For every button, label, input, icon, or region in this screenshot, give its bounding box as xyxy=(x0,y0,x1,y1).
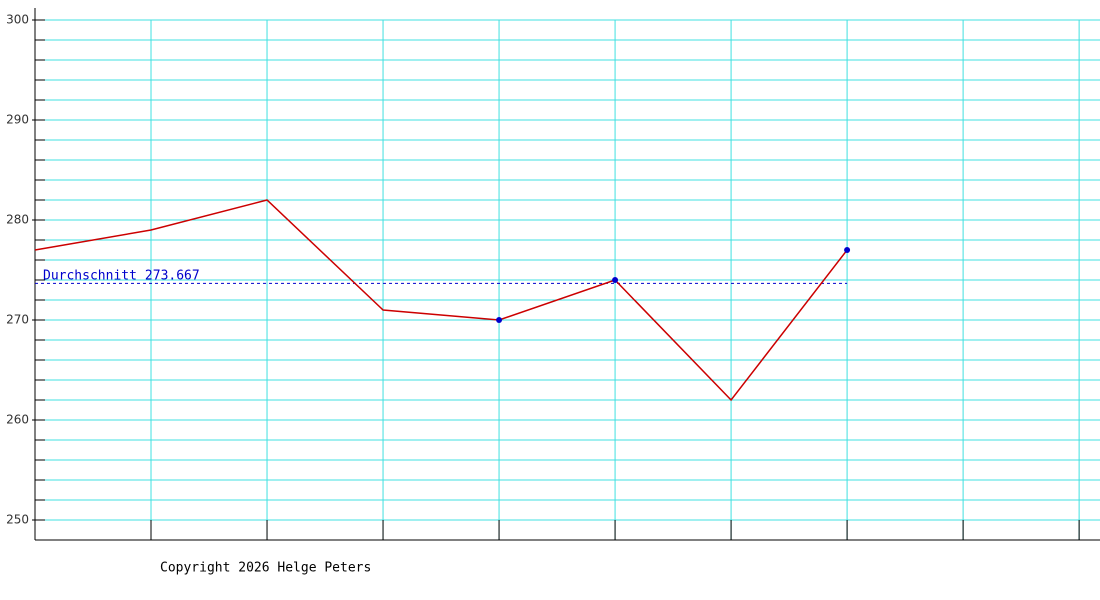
y-tick-label: 290 xyxy=(6,113,29,127)
point-marker xyxy=(496,317,503,323)
average-value: 273.667 xyxy=(145,268,200,283)
average-label-text: Durchschnitt xyxy=(43,268,137,283)
footer: Copyright 2026 Helge Peters xyxy=(160,561,371,576)
point-marker xyxy=(844,247,851,253)
y-tick-label: 250 xyxy=(6,513,29,527)
series-line xyxy=(34,199,848,402)
y-tick-label: 270 xyxy=(6,313,29,327)
point-marker xyxy=(612,277,619,283)
y-tick-label: 280 xyxy=(6,213,29,227)
y-tick-label: 300 xyxy=(6,13,29,27)
y-tick-label: 260 xyxy=(6,413,29,427)
average-label: Durchschnitt 273.667 xyxy=(43,268,200,283)
